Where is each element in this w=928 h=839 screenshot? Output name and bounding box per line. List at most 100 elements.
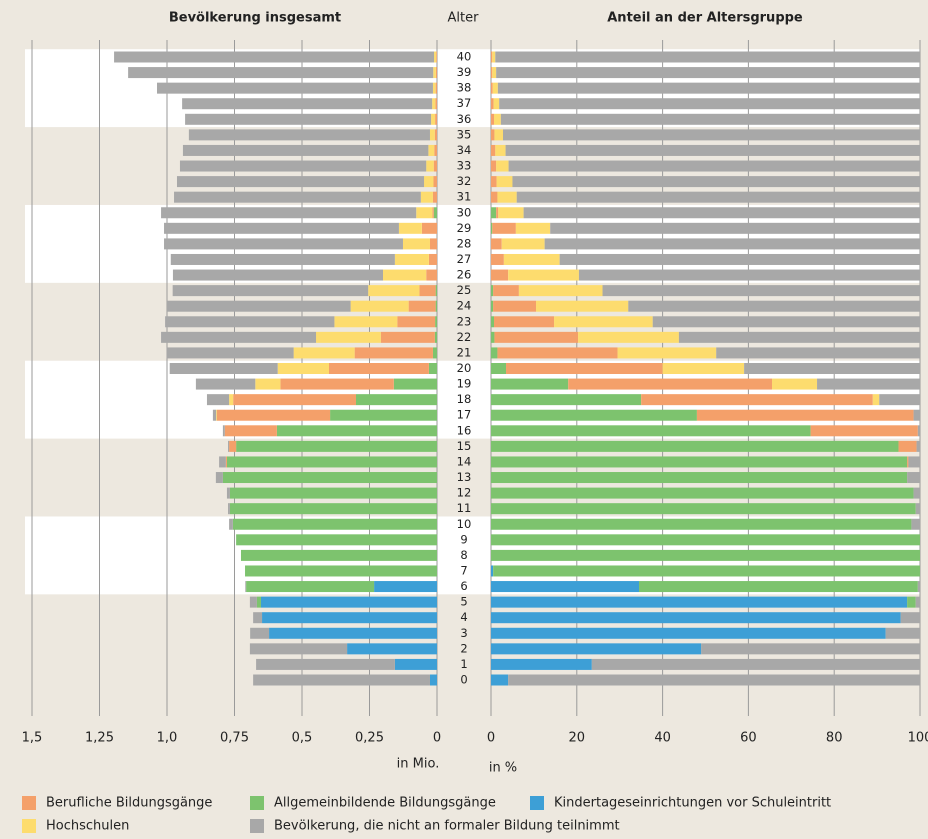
bar-segment xyxy=(495,144,506,156)
bar-segment xyxy=(421,222,437,234)
bar-segment xyxy=(253,674,430,686)
bar-segment xyxy=(428,253,437,265)
bar-segment xyxy=(161,207,417,219)
bar-segment xyxy=(916,440,920,452)
bar-segment xyxy=(393,378,437,390)
age-label: 23 xyxy=(457,314,472,328)
age-label: 35 xyxy=(457,127,472,141)
bar-segment xyxy=(885,627,920,639)
bar-segment xyxy=(898,440,917,452)
bar-segment xyxy=(431,113,436,125)
legend-swatch xyxy=(530,796,544,810)
bar-segment xyxy=(900,612,920,624)
bar-segment xyxy=(491,113,495,125)
bar-segment xyxy=(503,253,560,265)
bar-segment xyxy=(493,285,519,297)
bar-segment xyxy=(498,207,524,219)
bar-segment xyxy=(493,98,500,110)
bar-segment xyxy=(398,222,422,234)
bar-segment xyxy=(518,285,603,297)
bar-segment xyxy=(188,129,430,141)
bar-segment xyxy=(383,269,427,281)
bar-segment xyxy=(568,378,772,390)
bar-segment xyxy=(222,472,437,484)
bar-segment xyxy=(491,456,908,468)
bar-segment xyxy=(506,363,663,374)
x-tick-label: 0 xyxy=(433,731,441,746)
bar-segment xyxy=(164,238,403,250)
bar-segment xyxy=(277,363,329,374)
bar-segment xyxy=(228,440,230,452)
legend-swatch xyxy=(22,819,36,833)
bar-segment xyxy=(515,222,551,234)
bar-segment xyxy=(915,596,920,608)
bar-segment xyxy=(435,285,437,297)
bar-segment xyxy=(491,440,899,452)
bar-segment xyxy=(491,534,920,546)
bar-segment xyxy=(491,596,908,608)
bar-segment xyxy=(503,129,920,141)
age-label: 11 xyxy=(457,501,472,515)
bar-segment xyxy=(491,176,497,188)
age-label: 26 xyxy=(457,268,472,282)
bar-segment xyxy=(212,409,217,421)
bar-segment xyxy=(496,207,499,219)
bar-segment xyxy=(492,67,497,79)
x-tick-label: 40 xyxy=(654,731,671,746)
bar-segment xyxy=(245,581,247,593)
bar-segment xyxy=(165,316,335,328)
bar-segment xyxy=(496,67,920,79)
bar-segment xyxy=(550,222,920,234)
bar-segment xyxy=(578,331,679,343)
bar-segment xyxy=(641,394,873,406)
bar-segment xyxy=(329,363,429,374)
age-label: 12 xyxy=(457,486,472,500)
age-label: 4 xyxy=(460,610,467,624)
age-label: 13 xyxy=(457,470,472,484)
bar-segment xyxy=(429,238,437,250)
bar-segment xyxy=(435,300,437,312)
bar-segment xyxy=(602,285,920,297)
bar-segment xyxy=(491,300,494,312)
bar-segment xyxy=(491,269,509,281)
bar-segment xyxy=(249,643,348,655)
bar-segment xyxy=(293,347,355,359)
bar-segment xyxy=(678,331,920,343)
bar-segment xyxy=(350,300,409,312)
bar-segment xyxy=(229,394,234,406)
bar-segment xyxy=(253,612,263,624)
bar-segment xyxy=(491,51,493,63)
legend-label: Kindertageseinrichtungen vor Schuleintri… xyxy=(554,796,831,811)
bar-segment xyxy=(491,160,497,172)
bar-segment xyxy=(578,269,920,281)
bar-segment xyxy=(494,129,504,141)
bar-segment xyxy=(907,456,909,468)
bar-segment xyxy=(228,503,230,515)
bar-segment xyxy=(500,113,920,125)
bar-segment xyxy=(508,269,579,281)
bar-segment xyxy=(494,113,501,125)
bar-segment xyxy=(434,331,437,343)
age-label: 31 xyxy=(457,190,472,204)
bar-segment xyxy=(316,331,381,343)
bar-segment xyxy=(491,67,493,79)
bar-segment xyxy=(229,503,437,515)
bar-segment xyxy=(182,98,433,110)
bar-segment xyxy=(436,51,437,63)
age-label: 3 xyxy=(460,626,467,640)
bar-segment xyxy=(157,82,433,94)
bar-segment xyxy=(652,316,920,328)
bar-segment xyxy=(491,129,495,141)
bar-segment xyxy=(419,285,436,297)
bar-segment xyxy=(176,176,425,188)
bar-segment xyxy=(429,129,435,141)
bar-segment xyxy=(879,394,920,406)
age-label: 30 xyxy=(457,205,472,219)
bar-segment xyxy=(429,674,437,686)
age-label: 8 xyxy=(460,548,467,562)
bar-segment xyxy=(491,612,901,624)
age-label: 9 xyxy=(460,532,467,546)
bar-segment xyxy=(810,425,918,437)
x-tick-label: 60 xyxy=(740,731,757,746)
